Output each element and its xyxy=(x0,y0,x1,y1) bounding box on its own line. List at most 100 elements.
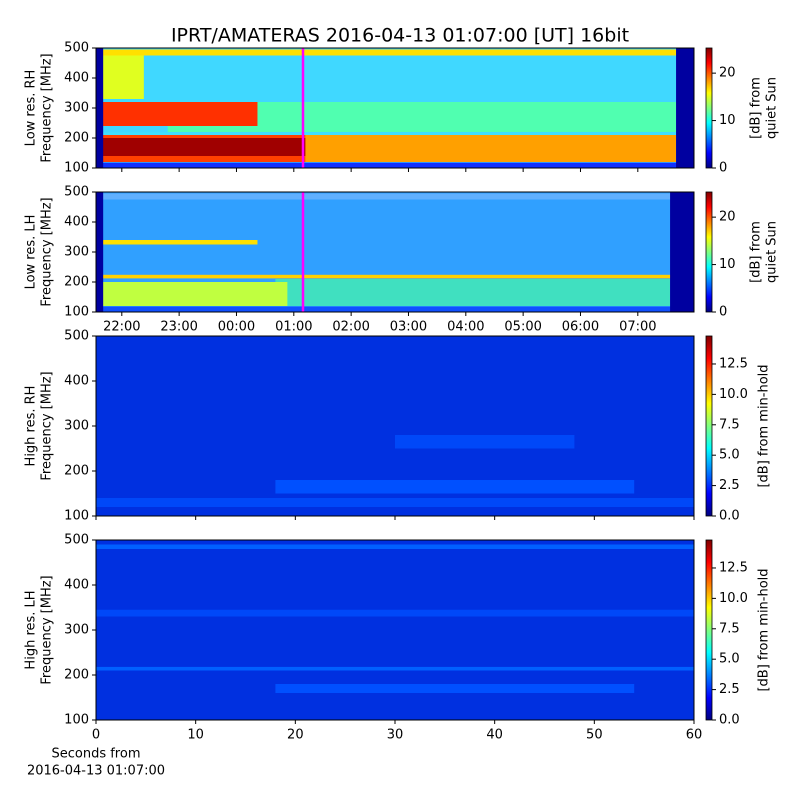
colorbar-label: [dB] from min-hold xyxy=(757,364,772,487)
colorbar-tick-label: 0.0 xyxy=(719,509,740,524)
x-tick-label: 50 xyxy=(586,728,603,743)
y-tick-label: 300 xyxy=(64,623,89,638)
spectrogram-texture xyxy=(676,48,694,168)
x-tick-label: 60 xyxy=(686,728,703,743)
colorbar-tick-label: 20 xyxy=(719,66,736,81)
spectrogram-texture xyxy=(101,240,258,245)
y-tick-label: 200 xyxy=(64,464,89,479)
spectrogram-texture xyxy=(101,49,677,56)
colorbar-tick-label: 12.5 xyxy=(719,560,748,575)
colorbar-tick-label: 12.5 xyxy=(719,356,748,371)
spectrogram-texture xyxy=(96,306,694,312)
spectrogram-texture xyxy=(96,48,104,168)
spectrogram-texture xyxy=(96,274,694,279)
x-tick-label: 20 xyxy=(287,728,304,743)
colorbar xyxy=(705,47,713,169)
y-axis-label: Frequency [MHz] xyxy=(40,575,55,684)
x-tick-label: 40 xyxy=(486,728,503,743)
colorbar-label: quiet Sun xyxy=(765,77,780,139)
spectrogram-texture xyxy=(96,498,694,507)
x-tick-label: 23:00 xyxy=(160,320,197,335)
y-tick-label: 200 xyxy=(64,275,89,290)
spectrogram-texture xyxy=(670,192,694,312)
colorbar-tick-label: 7.5 xyxy=(719,417,740,432)
colorbar-tick-label: 10 xyxy=(719,257,736,272)
colorbar-tick-label: 10.0 xyxy=(719,387,748,402)
y-axis-label: High res. RH xyxy=(24,386,39,467)
x-tick-label: 03:00 xyxy=(390,320,427,335)
x-tick-label: 10 xyxy=(187,728,204,743)
y-axis-label: Frequency [MHz] xyxy=(40,53,55,162)
y-tick-label: 300 xyxy=(64,419,89,434)
spectrogram-texture xyxy=(299,135,677,162)
y-tick-label: 100 xyxy=(64,161,89,176)
y-axis-label: Frequency [MHz] xyxy=(40,197,55,306)
y-tick-label: 100 xyxy=(64,509,89,524)
x-tick-label: 30 xyxy=(387,728,404,743)
colorbar-label: [dB] from xyxy=(749,221,764,283)
y-axis-label: High res. LH xyxy=(24,590,39,669)
x-tick-label: 01:00 xyxy=(275,320,312,335)
y-tick-label: 100 xyxy=(64,305,89,320)
y-tick-label: 500 xyxy=(64,329,89,344)
colorbar-tick-label: 20 xyxy=(719,210,736,225)
y-tick-label: 400 xyxy=(64,71,89,86)
y-tick-label: 300 xyxy=(64,101,89,116)
spectrogram-texture xyxy=(275,279,671,306)
spectrogram-texture xyxy=(395,435,575,449)
y-tick-label: 100 xyxy=(64,713,89,728)
y-tick-label: 400 xyxy=(64,215,89,230)
spectrogram-texture xyxy=(275,684,635,693)
x-tick-label: 0 xyxy=(92,728,100,743)
colorbar-tick-label: 5.0 xyxy=(719,652,740,667)
y-axis-label: Frequency [MHz] xyxy=(40,371,55,480)
y-axis-label: Low res. LH xyxy=(24,215,39,290)
spectrogram-texture xyxy=(96,193,694,200)
spectrogram-texture xyxy=(96,162,694,168)
x-tick-label: 02:00 xyxy=(332,320,369,335)
y-tick-label: 500 xyxy=(64,533,89,548)
spectrogram-texture xyxy=(101,102,258,126)
spectrogram-texture xyxy=(96,666,694,671)
colorbar-label: [dB] from min-hold xyxy=(757,568,772,691)
colorbar-label: quiet Sun xyxy=(765,221,780,283)
spectrogram-texture xyxy=(96,132,694,135)
y-tick-label: 300 xyxy=(64,245,89,260)
x-axis-label: Seconds from xyxy=(51,747,140,762)
x-tick-label: 22:00 xyxy=(103,320,140,335)
colorbar xyxy=(705,191,713,313)
y-tick-label: 500 xyxy=(64,41,89,56)
x-tick-label: 05:00 xyxy=(504,320,541,335)
colorbar-tick-label: 0.0 xyxy=(719,713,740,728)
y-tick-label: 200 xyxy=(64,668,89,683)
colorbar-tick-label: 5.0 xyxy=(719,448,740,463)
x-tick-label: 04:00 xyxy=(447,320,484,335)
figure-title: IPRT/AMATERAS 2016-04-13 01:07:00 [UT] 1… xyxy=(171,25,629,47)
y-axis-label: Low res. RH xyxy=(24,70,39,147)
colorbar-tick-label: 0 xyxy=(719,161,727,176)
colorbar-label: [dB] from xyxy=(749,77,764,139)
colorbar-tick-label: 0 xyxy=(719,305,727,320)
colorbar-tick-label: 2.5 xyxy=(719,478,740,493)
y-tick-label: 500 xyxy=(64,185,89,200)
x-tick-label: 00:00 xyxy=(218,320,255,335)
x-axis-label: 2016-04-13 01:07:00 xyxy=(27,764,165,779)
spectrogram-texture xyxy=(96,609,694,617)
colorbar-tick-label: 7.5 xyxy=(719,621,740,636)
spectrogram-texture xyxy=(96,192,104,312)
x-tick-label: 07:00 xyxy=(619,320,656,335)
y-tick-label: 400 xyxy=(64,578,89,593)
spectrogram-texture xyxy=(101,54,144,99)
colorbar xyxy=(705,335,713,517)
colorbar-tick-label: 2.5 xyxy=(719,682,740,697)
spectrogram-texture xyxy=(96,544,694,549)
y-tick-label: 200 xyxy=(64,131,89,146)
spectrogram-texture xyxy=(101,282,288,306)
colorbar-tick-label: 10.0 xyxy=(719,591,748,606)
colorbar-tick-label: 10 xyxy=(719,113,736,128)
colorbar xyxy=(705,539,713,721)
y-tick-label: 400 xyxy=(64,374,89,389)
x-tick-label: 06:00 xyxy=(562,320,599,335)
spectrogram-texture xyxy=(275,480,635,494)
